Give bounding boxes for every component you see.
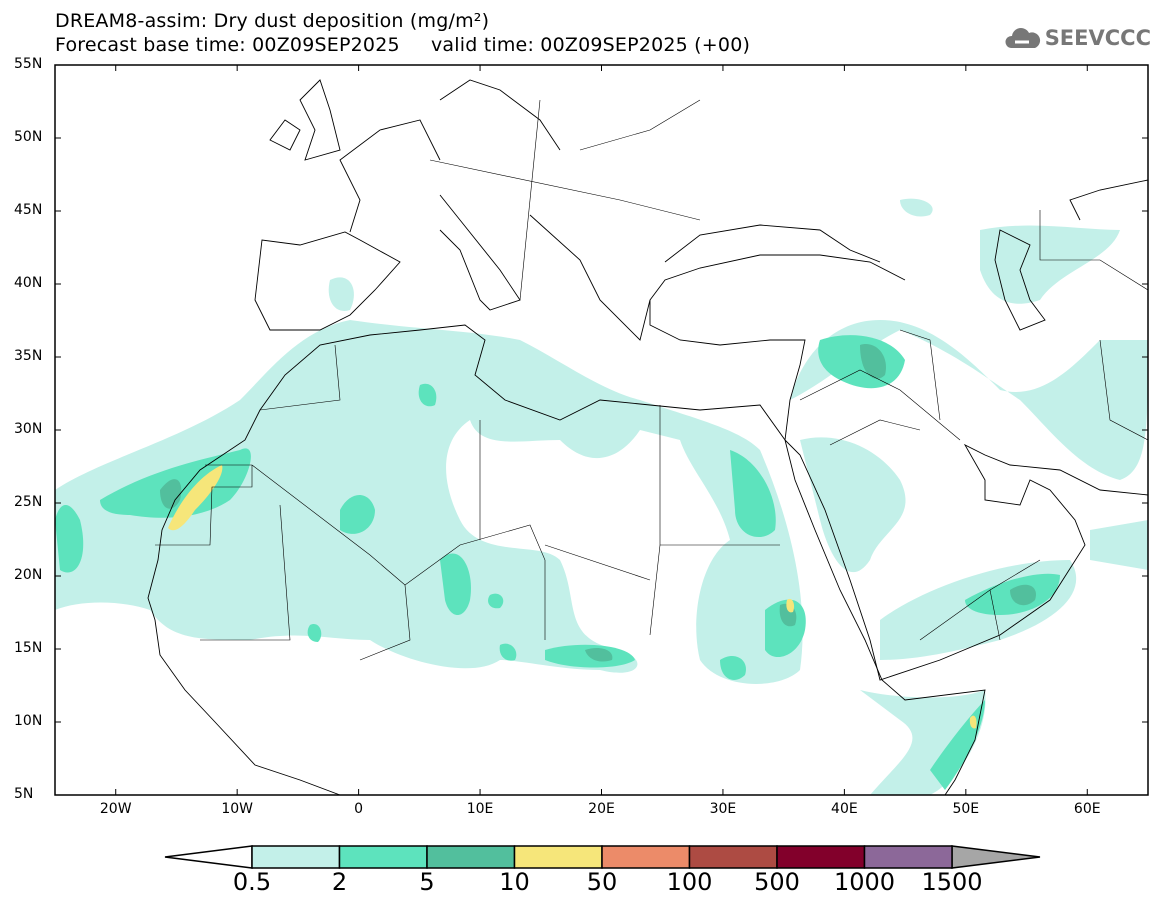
logo-text: SEEVCCC	[1044, 26, 1151, 50]
lat-label: 35N	[14, 348, 43, 364]
colorbar-swatch	[513, 845, 603, 869]
lat-label: 25N	[14, 494, 43, 510]
colorbar-label: 50	[586, 868, 618, 896]
lat-label: 40N	[14, 275, 43, 291]
map-title: DREAM8-assim: Dry dust deposition (mg/m²…	[55, 10, 490, 32]
colorbar-label: 5	[419, 868, 435, 896]
colorbar-label: 10	[499, 868, 530, 896]
lat-label: 55N	[14, 56, 43, 72]
colorbar-label: 0.5	[232, 868, 272, 896]
coastlines	[147, 79, 1148, 795]
lat-label: 5N	[14, 786, 34, 802]
lon-label: 0	[354, 801, 364, 817]
lon-label: 30E	[709, 801, 737, 817]
lat-label: 50N	[14, 129, 43, 145]
axis-ticks	[55, 64, 1148, 796]
dust-level-0.5	[55, 198, 1148, 795]
colorbar-swatch	[776, 845, 866, 869]
lon-label: 50E	[952, 801, 980, 817]
colorbar-label: 1000	[833, 868, 896, 896]
colorbar	[164, 845, 1041, 869]
lon-label: 10E	[466, 801, 494, 817]
colorbar-label: 1500	[921, 868, 983, 896]
country-borders	[155, 99, 1148, 661]
colorbar-swatch	[426, 845, 516, 869]
lon-label: 20W	[99, 801, 132, 817]
dust-level-10	[168, 465, 977, 729]
lat-label: 45N	[14, 202, 43, 218]
forecast-time: Forecast base time: 00Z09SEP2025 valid t…	[55, 34, 751, 56]
lat-label: 30N	[14, 421, 43, 437]
colorbar-swatch	[863, 845, 953, 869]
lon-label: 60E	[1073, 801, 1101, 817]
colorbar-label: 500	[754, 868, 800, 896]
colorbar-swatch	[601, 845, 691, 869]
lon-label: 40E	[831, 801, 858, 817]
dust-field	[55, 198, 1148, 795]
lon-label: 10W	[221, 801, 253, 817]
colorbar-label: 100	[666, 868, 713, 896]
colorbar-swatch	[338, 845, 428, 869]
colorbar-swatch	[688, 845, 778, 869]
lat-label: 10N	[14, 713, 43, 729]
lon-label: 20E	[588, 801, 615, 817]
colorbar-under-triangle	[164, 845, 253, 869]
colorbar-over-triangle	[951, 845, 1041, 869]
colorbar-label: 2	[331, 868, 348, 896]
lat-label: 15N	[14, 640, 43, 656]
seevccc-logo: SEEVCCC	[1005, 26, 1151, 50]
colorbar-swatch	[251, 845, 341, 869]
lat-label: 20N	[14, 567, 43, 583]
cloud-icon	[1005, 28, 1040, 48]
